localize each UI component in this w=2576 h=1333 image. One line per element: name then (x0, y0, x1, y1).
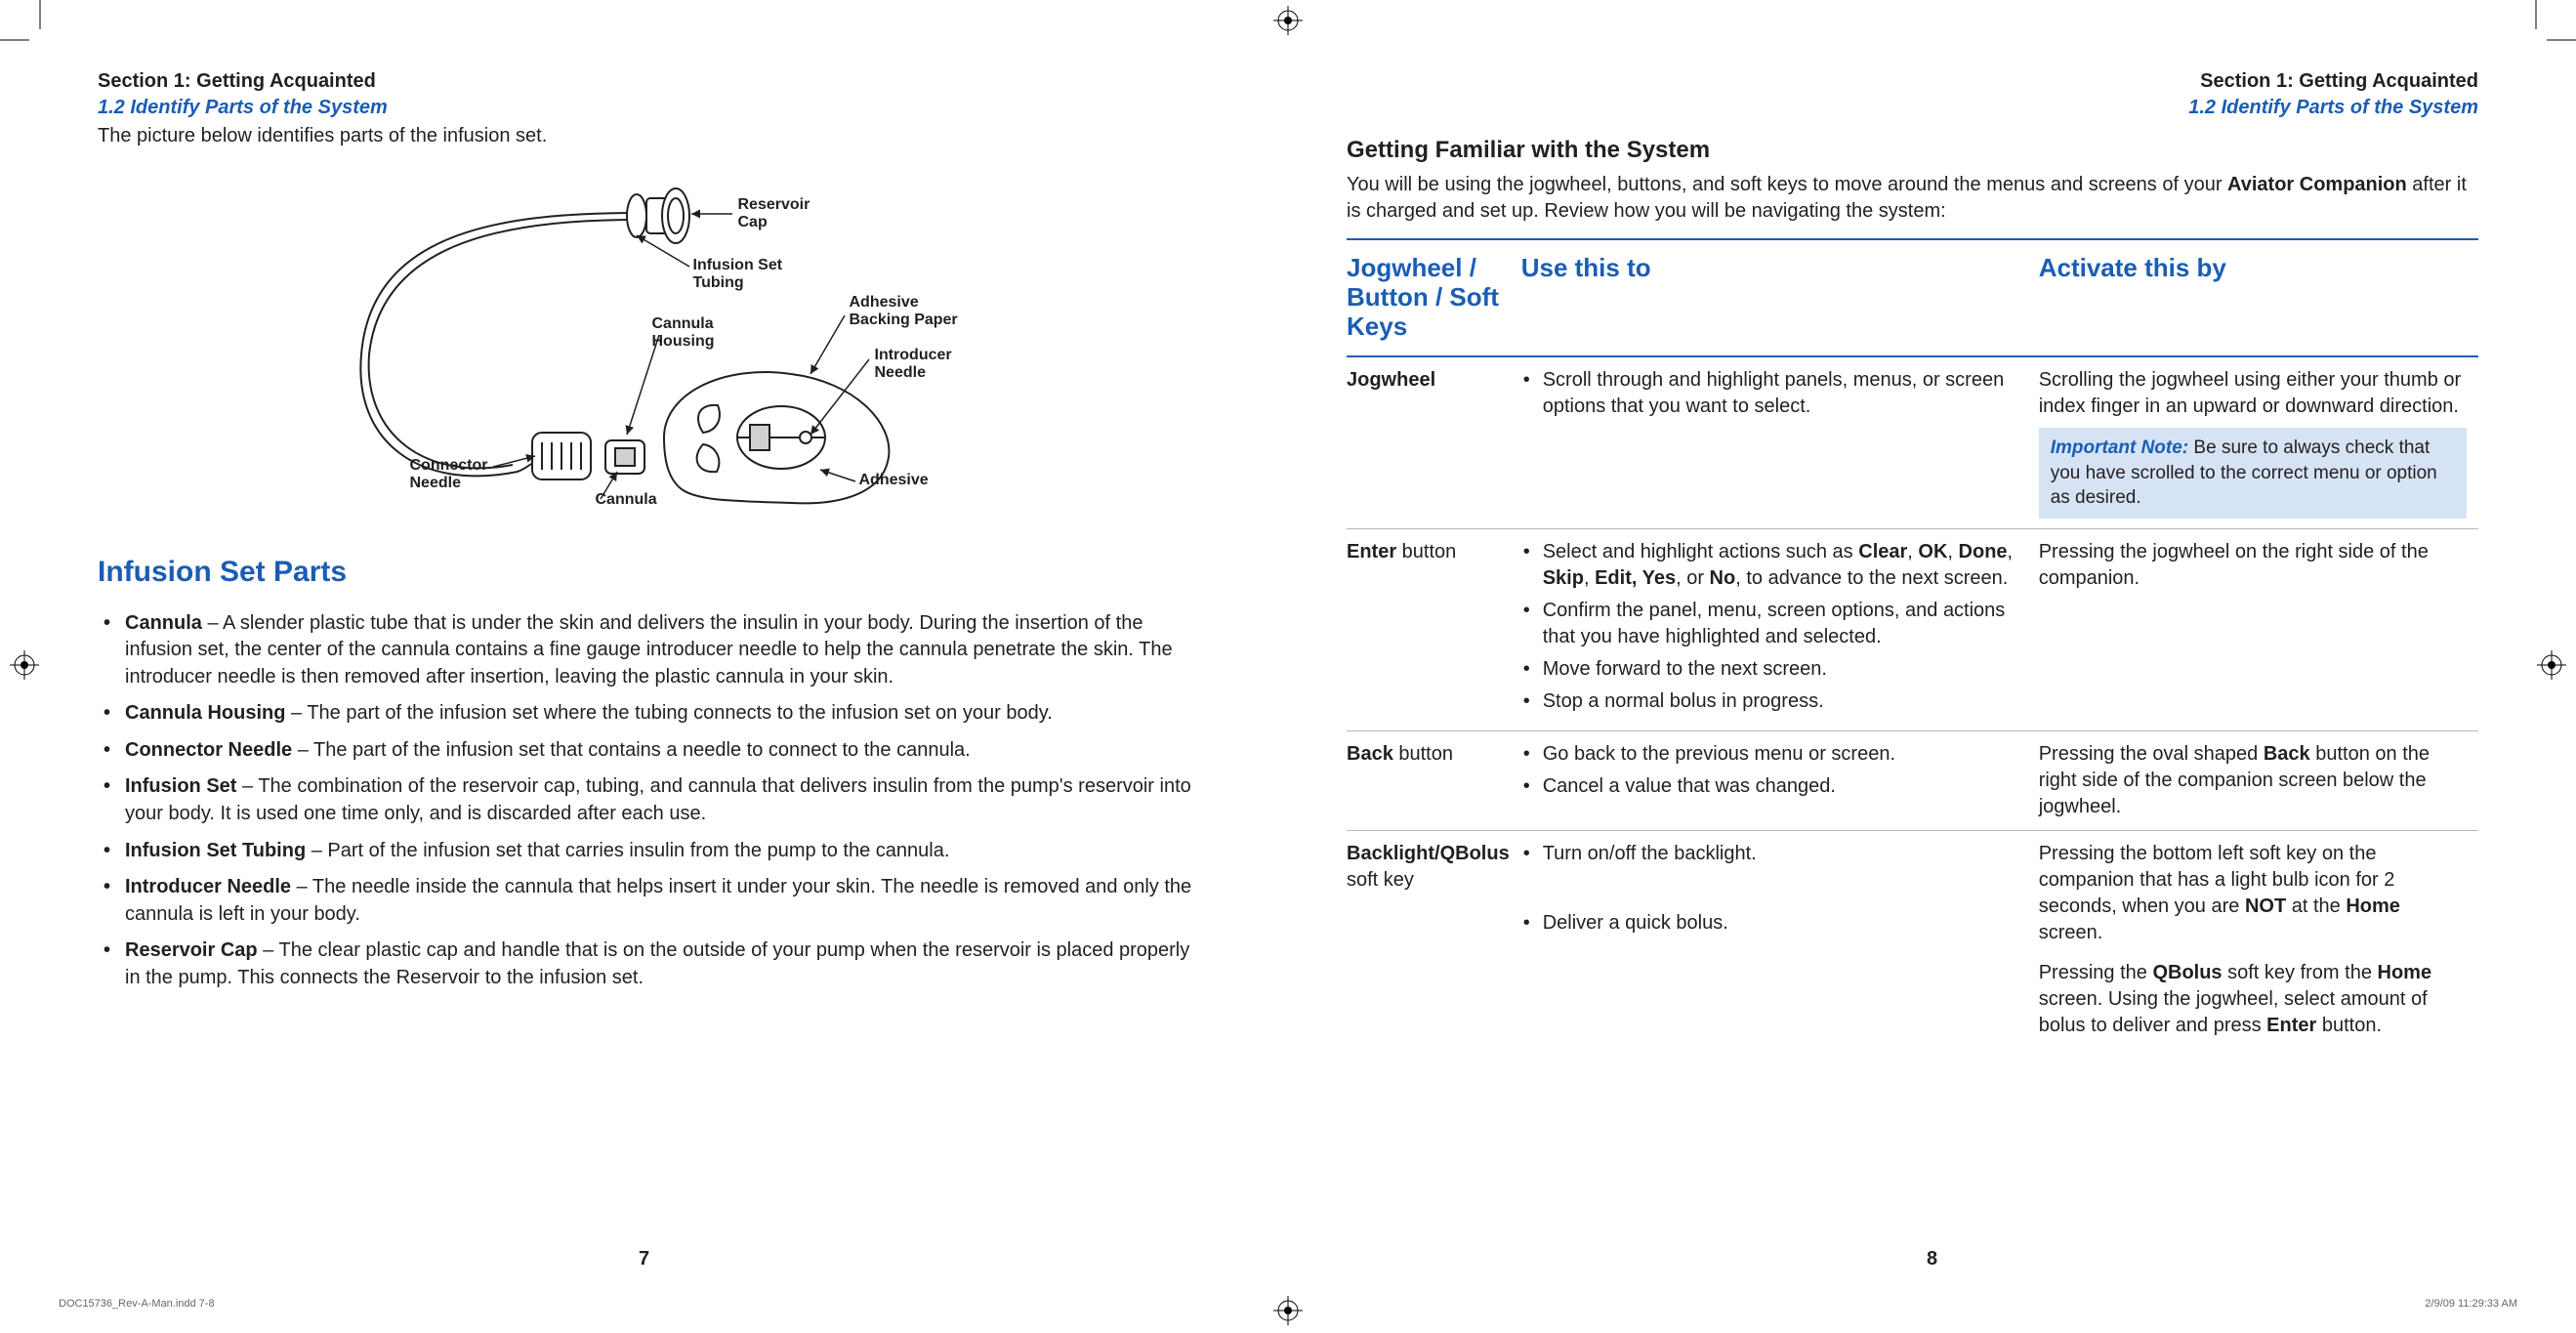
list-item: Infusion Set – The combination of the re… (125, 773, 1210, 827)
parts-heading: Infusion Set Parts (98, 553, 1210, 593)
table-header: Activate this by (2039, 239, 2478, 356)
label-infusion-tubing: Infusion SetTubing (693, 257, 783, 291)
list-item: Move forward to the next screen. (1543, 656, 2027, 683)
list-item: Confirm the panel, menu, screen options,… (1543, 598, 2027, 650)
list-item: Introducer Needle – The needle inside th… (125, 874, 1210, 928)
table-row: Back button Go back to the previous menu… (1347, 730, 2478, 830)
parts-list: Cannula – A slender plastic tube that is… (98, 610, 1210, 992)
list-item: Infusion Set Tubing – Part of the infusi… (125, 838, 1210, 865)
table-row: Enter button Select and highlight action… (1347, 528, 2478, 730)
list-item: Cannula – A slender plastic tube that is… (125, 610, 1210, 691)
list-item: Connector Needle – The part of the infus… (125, 737, 1210, 765)
table-row: Backlight/QBolus soft key Turn on/off th… (1347, 830, 2478, 1049)
label-adhesive: Adhesive (859, 472, 929, 489)
controls-table: Jogwheel / Button / Soft Keys Use this t… (1347, 238, 2478, 1049)
table-header: Jogwheel / Button / Soft Keys (1347, 239, 1521, 356)
table-row: Jogwheel Scroll through and highlight pa… (1347, 356, 2478, 528)
list-item: Reservoir Cap – The clear plastic cap an… (125, 937, 1210, 991)
subsection-header: 1.2 Identify Parts of the System (1347, 95, 2478, 121)
list-item: Go back to the previous menu or screen. (1543, 741, 2027, 768)
footer-timestamp: 2/9/09 11:29:33 AM (2425, 1297, 2517, 1312)
page-8: Section 1: Getting Acquainted 1.2 Identi… (1288, 0, 2576, 1331)
page-intro: You will be using the jogwheel, buttons,… (1347, 172, 2478, 225)
list-item: Cancel a value that was changed. (1543, 773, 2027, 800)
list-item: Stop a normal bolus in progress. (1543, 688, 2027, 715)
section-header: Section 1: Getting Acquainted (98, 68, 1210, 95)
page-intro: The picture below identifies parts of th… (98, 123, 1210, 149)
list-item: Turn on/off the backlight. (1543, 841, 2027, 867)
list-item: Deliver a quick bolus. (1543, 910, 2027, 937)
page-7: Section 1: Getting Acquainted 1.2 Identi… (0, 0, 1288, 1331)
label-introducer-needle: IntroducerNeedle (875, 347, 952, 381)
page-heading: Getting Familiar with the System (1347, 135, 2478, 166)
footer-filename: DOC15736_Rev-A-Man.indd 7-8 (59, 1297, 215, 1312)
label-reservoir-cap: ReservoirCap (738, 196, 810, 230)
list-item: Scroll through and highlight panels, men… (1543, 367, 2027, 420)
subsection-header: 1.2 Identify Parts of the System (98, 95, 1210, 121)
label-connector-needle: ConnectorNeedle (410, 457, 488, 491)
list-item: Select and highlight actions such as Cle… (1543, 539, 2027, 592)
label-adhesive-backing: AdhesiveBacking Paper (850, 294, 958, 328)
important-note: Important Note: Be sure to always check … (2039, 428, 2467, 519)
infusion-set-diagram: ReservoirCap Infusion SetTubing Adhesive… (312, 179, 996, 514)
page-number: 8 (1927, 1246, 1937, 1272)
label-cannula: Cannula (596, 491, 657, 509)
page-number: 7 (639, 1246, 649, 1272)
label-cannula-housing: CannulaHousing (652, 315, 715, 350)
section-header: Section 1: Getting Acquainted (1347, 68, 2478, 95)
list-item: Cannula Housing – The part of the infusi… (125, 700, 1210, 728)
table-header: Use this to (1521, 239, 2039, 356)
